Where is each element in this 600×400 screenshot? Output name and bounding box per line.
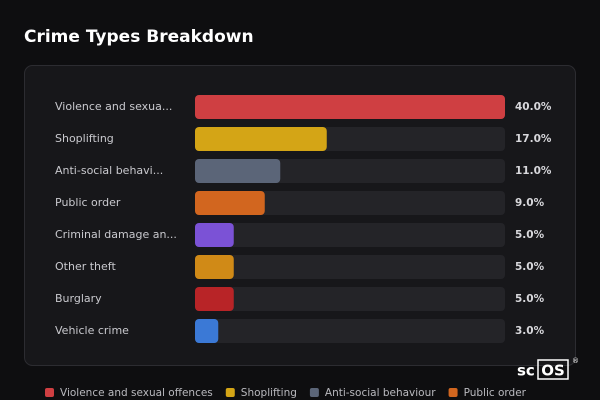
chart-title: Crime Types Breakdown	[24, 27, 254, 47]
bar-track	[195, 255, 505, 279]
category-label: Shoplifting	[55, 132, 114, 145]
category-label: Violence and sexua...	[55, 100, 172, 113]
value-label: 3.0%	[515, 325, 545, 337]
category-label: Criminal damage an...	[55, 228, 177, 241]
bar	[195, 191, 265, 215]
legend-label: Shoplifting	[241, 387, 297, 399]
bar-track	[195, 191, 505, 215]
legend-label: Anti-social behaviour	[325, 387, 436, 399]
logo-boxed-text: OS	[541, 362, 565, 380]
bar-track	[195, 319, 505, 343]
category-label: Burglary	[55, 292, 102, 305]
bar	[195, 223, 234, 247]
value-label: 5.0%	[515, 261, 545, 273]
legend-swatch	[309, 388, 319, 397]
legend-label: Violence and sexual offences	[60, 387, 213, 399]
legend-swatch	[45, 388, 54, 397]
value-label: 5.0%	[515, 293, 545, 305]
logo-text: sc	[517, 362, 535, 380]
bar-track	[195, 223, 505, 247]
bar	[195, 319, 219, 343]
category-label: Other theft	[55, 260, 116, 273]
bar	[195, 255, 234, 279]
value-label: 5.0%	[515, 229, 545, 241]
value-label: 11.0%	[515, 165, 552, 177]
logo: sc OS ®	[517, 357, 579, 380]
category-label: Public order	[55, 196, 121, 209]
bar	[195, 287, 234, 311]
category-label: Vehicle crime	[55, 324, 129, 337]
bar	[195, 127, 327, 151]
legend-swatch	[225, 388, 235, 397]
bar	[195, 159, 281, 183]
value-label: 9.0%	[515, 197, 545, 209]
category-label: Anti-social behavi...	[55, 164, 163, 177]
bar	[195, 95, 505, 119]
value-label: 40.0%	[515, 101, 552, 113]
legend-label: Public order	[464, 387, 527, 399]
value-label: 17.0%	[515, 133, 552, 145]
logo-mark: ®	[572, 357, 579, 365]
bar-track	[195, 287, 505, 311]
legend-swatch	[448, 388, 458, 397]
logo-box	[537, 359, 569, 380]
